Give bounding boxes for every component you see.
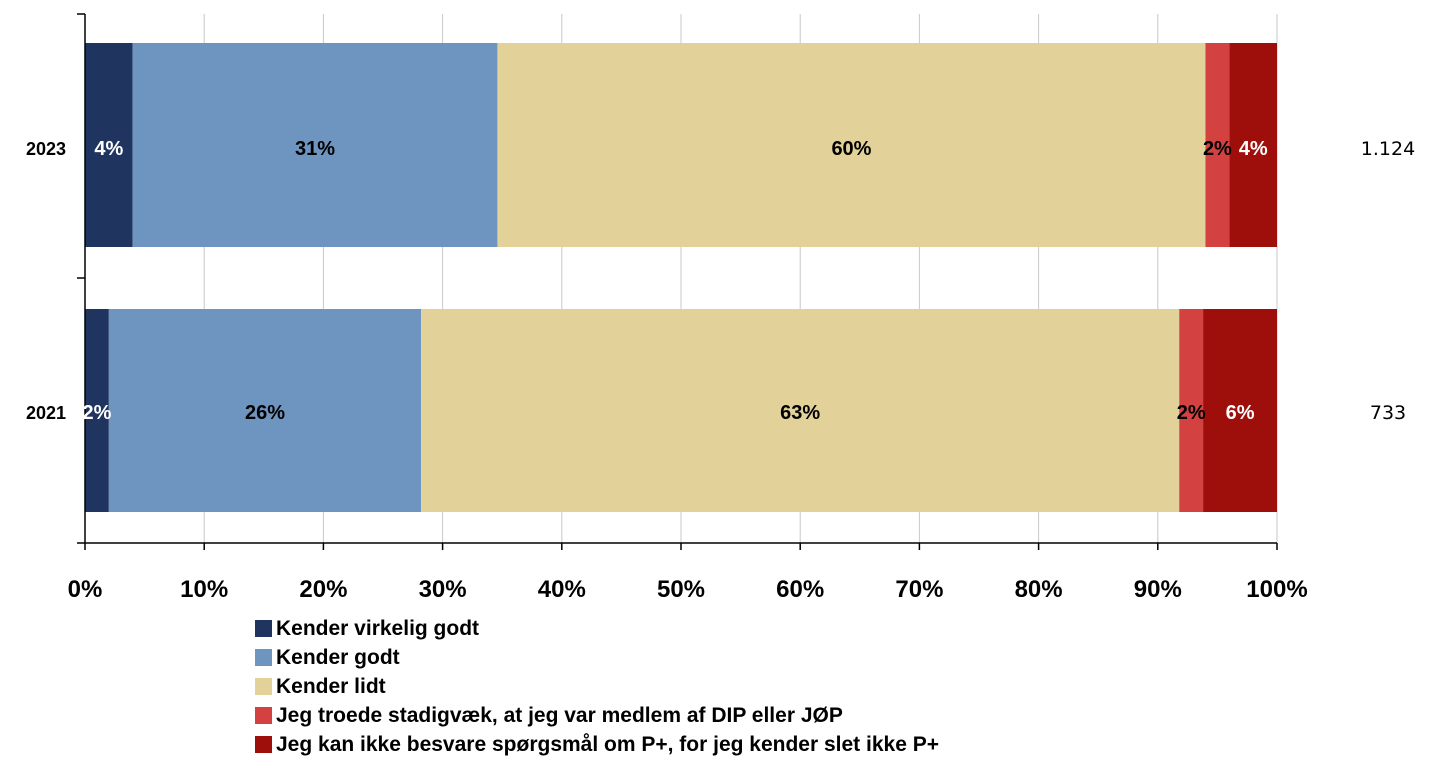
- sample-size-label: 1.124: [1361, 138, 1415, 160]
- x-tick-label: 10%: [180, 576, 228, 603]
- data-label: 2%: [82, 402, 111, 424]
- x-tick-label: 70%: [895, 576, 943, 603]
- legend-item: Kender godt: [255, 643, 939, 672]
- bar-segment: [85, 43, 133, 247]
- data-label: 6%: [1226, 402, 1255, 424]
- x-tick-label: 90%: [1134, 576, 1182, 603]
- data-label: 60%: [831, 138, 871, 160]
- bar-segment: [1229, 43, 1277, 247]
- legend-swatch: [255, 678, 272, 695]
- legend-swatch: [255, 736, 272, 753]
- bar-segment: [1203, 309, 1277, 512]
- data-label: 4%: [94, 138, 123, 160]
- legend-item: Jeg troede stadigvæk, at jeg var medlem …: [255, 701, 939, 730]
- category-label: 2021: [26, 403, 66, 423]
- data-label: 63%: [780, 402, 820, 424]
- x-tick-label: 40%: [538, 576, 586, 603]
- stacked-bar-chart: 0% 10% 20% 30% 40% 50% 60% 70% 80% 90% 100% 4% 31% 6…: [26, 13, 1415, 603]
- legend-label: Kender lidt: [276, 674, 386, 698]
- legend-swatch: [255, 620, 272, 637]
- x-tick-label: 100%: [1246, 576, 1307, 603]
- legend-label: Kender godt: [276, 645, 400, 669]
- labels: 4% 31% 60% 2% 4% 2023 1.124 2% 26% 63% 2% 6% 2021 733: [26, 138, 1415, 424]
- bar-segment: [85, 309, 109, 512]
- legend-item: Kender virkelig godt: [255, 614, 939, 643]
- legend-label: Jeg troede stadigvæk, at jeg var medlem …: [276, 703, 843, 727]
- x-tick-label: 0%: [68, 576, 103, 603]
- sample-size-label: 733: [1370, 402, 1406, 424]
- legend: Kender virkelig godt Kender godt Kender li…: [255, 614, 939, 759]
- bar-segment: [132, 43, 498, 247]
- x-tick-label: 20%: [299, 576, 347, 603]
- bar-segment: [1205, 43, 1230, 247]
- legend-swatch: [255, 707, 272, 724]
- legend-swatch: [255, 649, 272, 666]
- data-label: 2%: [1177, 402, 1206, 424]
- legend-item: Kender lidt: [255, 672, 939, 701]
- legend-item: Jeg kan ikke besvare spørgsmål om P+, fo…: [255, 730, 939, 759]
- bar-segment: [1179, 309, 1204, 512]
- data-label: 26%: [245, 402, 285, 424]
- data-label: 31%: [295, 138, 335, 160]
- data-label: 2%: [1203, 138, 1232, 160]
- x-tick-label: 30%: [419, 576, 467, 603]
- bars: [85, 43, 1277, 512]
- legend-label: Kender virkelig godt: [276, 616, 480, 640]
- x-tick-label: 80%: [1015, 576, 1063, 603]
- category-label: 2023: [26, 139, 66, 159]
- bar-segment: [497, 43, 1206, 247]
- data-label: 4%: [1239, 138, 1268, 160]
- x-tick-label: 60%: [776, 576, 824, 603]
- bar-segment: [108, 309, 422, 512]
- axes: 0% 10% 20% 30% 40% 50% 60% 70% 80% 90% 100%: [68, 13, 1308, 603]
- legend-label: Jeg kan ikke besvare spørgsmål om P+, fo…: [276, 732, 939, 756]
- x-tick-label: 50%: [657, 576, 705, 603]
- bar-segment: [421, 309, 1180, 512]
